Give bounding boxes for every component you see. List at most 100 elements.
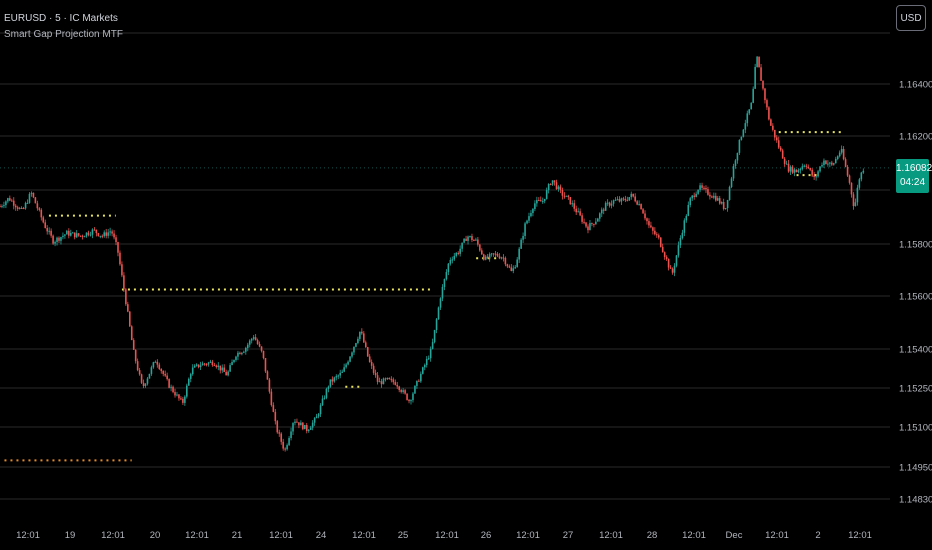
- candle-body: [827, 163, 829, 165]
- candle-body: [630, 193, 633, 198]
- candle-body: [488, 254, 491, 259]
- candle-body: [534, 203, 536, 209]
- candle-body: [331, 379, 334, 382]
- candle-body: [384, 378, 387, 380]
- time-tick-label: 12:01: [16, 530, 40, 541]
- candle-body: [646, 218, 648, 222]
- candle-body: [644, 213, 646, 219]
- candle-body: [77, 233, 80, 236]
- price-axis[interactable]: 1.16400 1.16200 1.15800 1.15600 1.15400 1.152…: [899, 80, 932, 506]
- candle-body: [113, 233, 115, 238]
- time-tick-label: 12:01: [682, 530, 706, 541]
- candle-body: [760, 67, 762, 81]
- candle-body: [237, 352, 239, 357]
- candle-body: [724, 208, 727, 210]
- candle-body: [376, 375, 379, 382]
- candle-body: [821, 165, 823, 167]
- candle-body: [746, 113, 749, 124]
- candle-body: [831, 162, 833, 165]
- candle-body: [197, 364, 200, 368]
- candle-body: [170, 386, 172, 388]
- currency-button[interactable]: USD: [896, 5, 926, 31]
- candle-body: [335, 376, 338, 378]
- time-tick-label: 12:01: [848, 530, 872, 541]
- candle-body: [642, 209, 644, 214]
- candle-body: [349, 356, 351, 362]
- candle-body: [620, 198, 623, 202]
- candle-body: [152, 362, 155, 368]
- candle-body: [492, 253, 495, 255]
- candle-body: [109, 231, 111, 233]
- candle-body: [282, 441, 284, 449]
- candle-body: [195, 364, 198, 366]
- candle-body: [846, 166, 849, 176]
- candle-body: [604, 203, 607, 211]
- candle-body: [799, 168, 802, 171]
- candle-body: [803, 165, 806, 167]
- indicator-title[interactable]: Smart Gap Projection MTF: [4, 29, 123, 40]
- candle-body: [229, 365, 231, 372]
- candle-body: [239, 352, 241, 355]
- candle-body: [28, 193, 31, 203]
- time-tick-label: 12:01: [599, 530, 623, 541]
- candle-body: [372, 365, 375, 373]
- candle-body: [848, 175, 851, 183]
- candle-body: [512, 268, 515, 271]
- candle-body: [30, 192, 33, 194]
- candle-body: [246, 344, 249, 348]
- candle-body: [134, 349, 137, 362]
- candle-body: [24, 202, 27, 209]
- candle-body: [703, 187, 705, 189]
- candle-body: [463, 238, 465, 243]
- time-axis[interactable]: 12:01 19 12:01 20 12:01 21 12:01 24 12:01 25 12:01…: [16, 530, 872, 541]
- candle-body: [0, 206, 1, 208]
- candle-body: [211, 361, 214, 366]
- candle-body: [357, 338, 359, 344]
- candle-body: [475, 239, 477, 241]
- candle-body: [103, 232, 106, 237]
- candle-body: [154, 361, 157, 363]
- candle-body: [105, 232, 107, 236]
- symbol-title[interactable]: EURUSD · 5 · IC Markets: [4, 13, 118, 24]
- candle-body: [250, 338, 253, 341]
- candle-body: [842, 149, 845, 160]
- candle-body: [583, 221, 585, 223]
- candle-body: [361, 331, 363, 334]
- candle-body: [567, 195, 570, 198]
- candle-body: [699, 185, 701, 190]
- candle-body: [44, 222, 47, 228]
- candle-body: [136, 361, 139, 371]
- candle-body: [675, 255, 678, 266]
- candle-body: [598, 213, 601, 219]
- candle-body: [142, 382, 145, 386]
- candle-body: [374, 372, 377, 376]
- candle-body: [333, 377, 336, 382]
- candle-body: [632, 193, 635, 197]
- candle-body: [677, 245, 680, 256]
- candle-body: [382, 378, 385, 385]
- candle-body: [394, 382, 397, 385]
- candle-body: [453, 255, 456, 260]
- candle-body: [262, 350, 265, 358]
- candle-body: [431, 342, 434, 349]
- candle-body: [738, 139, 741, 153]
- candle-body: [575, 208, 577, 213]
- candle-body: [791, 166, 794, 173]
- candle-body: [728, 186, 731, 200]
- candle-body: [750, 102, 753, 110]
- candle-body: [587, 226, 589, 231]
- candle-body: [836, 156, 839, 159]
- candle-body: [758, 56, 760, 68]
- candle-body: [300, 422, 302, 426]
- candle-body: [123, 275, 125, 290]
- candle-body: [480, 250, 483, 255]
- candle-body: [585, 222, 587, 227]
- candle-body: [467, 236, 469, 241]
- bar-countdown-label: 04:24: [899, 177, 926, 188]
- candle-body: [353, 346, 355, 353]
- candle-body: [311, 422, 314, 428]
- candle-body: [252, 337, 255, 339]
- candle-body: [663, 252, 666, 258]
- candle-body: [425, 358, 428, 366]
